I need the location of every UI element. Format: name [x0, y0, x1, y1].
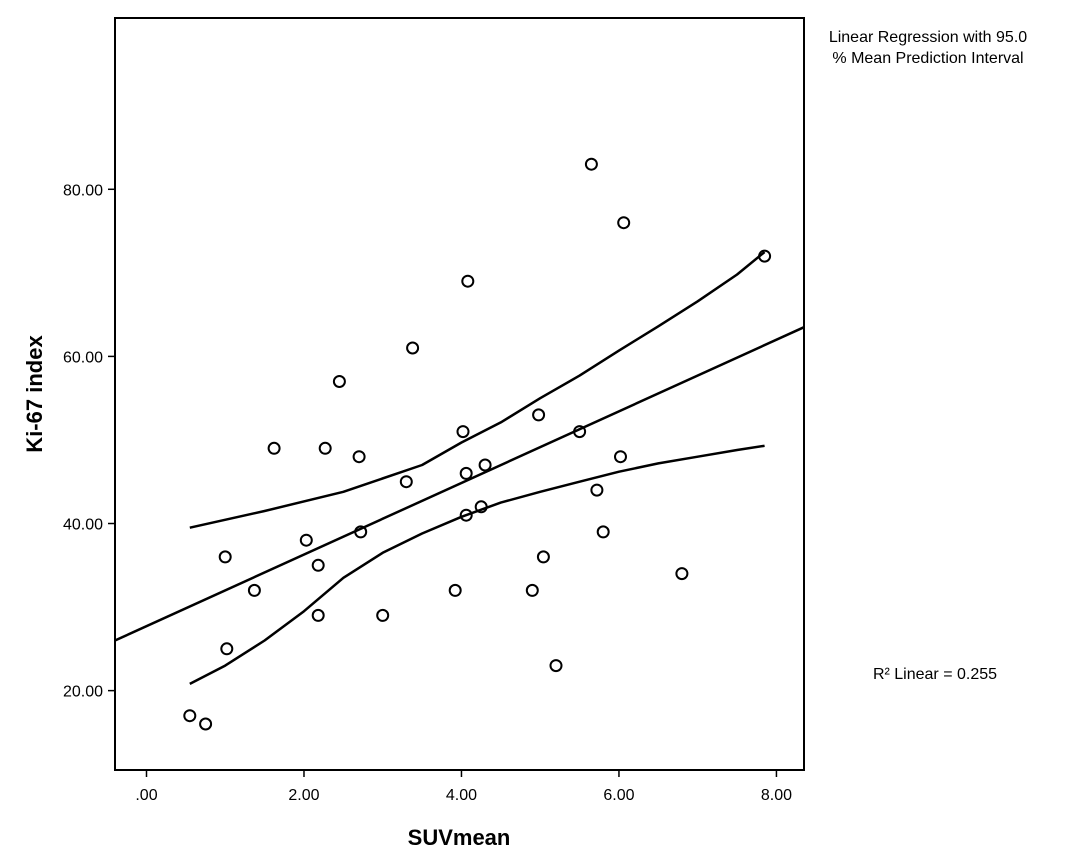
y-tick-label: 20.00 [63, 684, 103, 701]
y-tick-label: 60.00 [63, 349, 103, 366]
y-tick-label: 40.00 [63, 517, 103, 534]
data-point [596, 525, 610, 539]
data-point [311, 608, 325, 622]
y-axis: 20.00 40.00 60.00 80.00 [63, 182, 115, 701]
data-point [406, 341, 420, 355]
data-point [549, 659, 563, 673]
legend-line-1: Linear Regression with 95.0 [829, 29, 1027, 46]
data-point [590, 483, 604, 497]
data-point [573, 425, 587, 439]
data-point [758, 249, 772, 263]
data-point [456, 425, 470, 439]
data-point [199, 717, 213, 731]
r-squared-label: R² Linear = 0.255 [873, 666, 997, 683]
prediction-interval-lines [115, 251, 804, 686]
data-point [459, 466, 473, 480]
x-tick-label: 4.00 [446, 787, 477, 804]
data-point [614, 450, 627, 464]
data-point [525, 583, 539, 597]
x-axis-title: SUVmean [408, 825, 511, 850]
data-point [675, 567, 689, 581]
data-points [183, 157, 772, 731]
legend-line-2: % Mean Prediction Interval [832, 50, 1023, 67]
data-point [247, 583, 261, 597]
data-point [318, 441, 332, 455]
data-point [478, 458, 492, 472]
y-axis-title: Ki-67 index [22, 335, 47, 453]
data-point [474, 500, 488, 514]
data-point [183, 709, 197, 723]
upper-interval-line [189, 251, 766, 529]
x-tick-label: .00 [135, 787, 157, 804]
data-point [299, 533, 313, 547]
y-tick-label: 80.00 [63, 182, 103, 199]
data-point [220, 642, 234, 656]
data-point [536, 550, 550, 564]
x-tick-label: 8.00 [761, 787, 792, 804]
data-point [218, 550, 232, 564]
data-point [352, 450, 366, 464]
x-axis: .00 2.00 4.00 6.00 8.00 [135, 770, 792, 804]
data-point [267, 441, 281, 455]
data-point [376, 608, 390, 622]
x-tick-label: 6.00 [603, 787, 634, 804]
data-point [532, 408, 546, 422]
plot-frame [114, 17, 805, 771]
data-point [459, 508, 473, 522]
data-point [311, 558, 325, 572]
legend: Linear Regression with 95.0 % Mean Predi… [829, 29, 1027, 67]
lower-interval-line [189, 444, 765, 686]
data-point [448, 583, 462, 597]
data-point [584, 157, 598, 171]
x-tick-label: 2.00 [288, 787, 319, 804]
regression-line [115, 326, 804, 642]
data-point [461, 274, 475, 288]
data-point [354, 525, 368, 539]
data-point [617, 216, 631, 230]
data-point [332, 375, 346, 388]
data-point [399, 475, 413, 489]
